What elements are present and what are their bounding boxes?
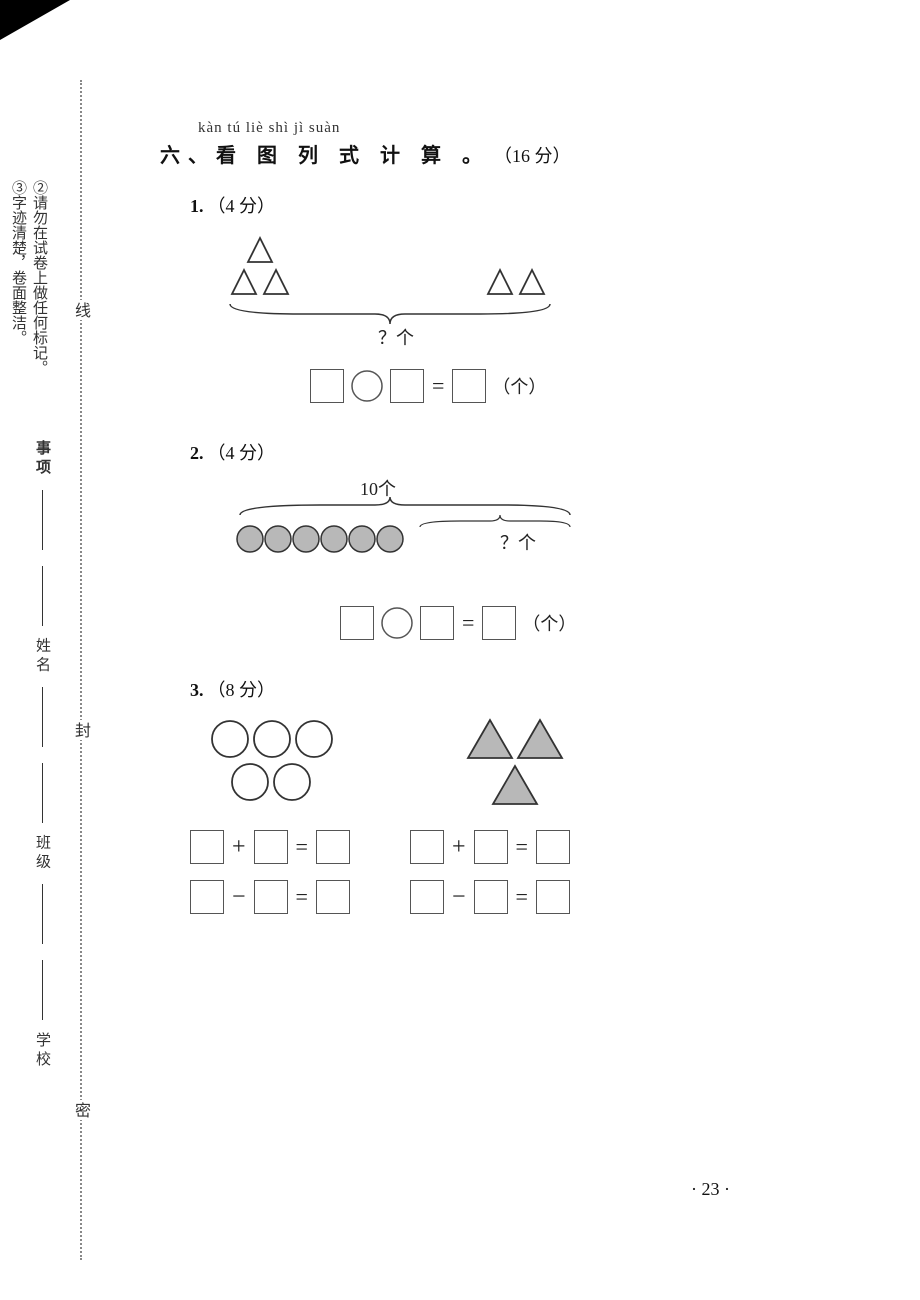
p3-points: （8 分） (208, 680, 276, 700)
p3-right-shapes (450, 714, 600, 814)
plus-sign: + (450, 834, 468, 861)
blank-circle[interactable] (350, 369, 384, 403)
section-header: 六、看 图 列 式 计 算 。 （16 分） (160, 139, 800, 168)
rule-2: ②请勿在试卷上做任何标记。 (31, 180, 47, 375)
p1-answer: = （个） (310, 369, 800, 403)
p3-eq-add-left: + = (190, 830, 350, 864)
p2-circles (237, 526, 403, 552)
p1-svg: ？个 (200, 230, 600, 350)
seal-mi: 密 (68, 1100, 92, 1120)
main-content: kàn tú liè shì jì suàn 六、看 图 列 式 计 算 。 （… (160, 120, 800, 914)
rule-3: ③字迹清楚，卷面整洁。 (10, 180, 26, 345)
blank-box[interactable] (340, 606, 374, 640)
blank-box[interactable] (410, 830, 444, 864)
p3-figure (200, 714, 800, 814)
p2-points: （4 分） (208, 443, 276, 463)
blank-box[interactable] (316, 880, 350, 914)
blank-box[interactable] (536, 830, 570, 864)
problem-1: 1. （4 分） ？个 = （个） (190, 192, 800, 403)
blank-box[interactable] (452, 369, 486, 403)
seal-dotted-line (80, 80, 82, 1260)
blank-box[interactable] (474, 830, 508, 864)
plus-sign: + (230, 834, 248, 861)
blank-box[interactable] (254, 830, 288, 864)
p2-figure: 10个 ？个 (200, 477, 800, 592)
section-points: （16 分） (494, 146, 571, 166)
blank-box[interactable] (410, 880, 444, 914)
sidebar: ②请勿在试卷上做任何标记。 ③字迹清楚，卷面整洁。 事项 姓名 班级 学校 (0, 80, 60, 1180)
equals-sign: = (514, 834, 530, 860)
blank-box[interactable] (536, 880, 570, 914)
equals-sign: = (460, 610, 476, 636)
blank-box[interactable] (190, 830, 224, 864)
p2-svg: 10个 ？个 (200, 477, 620, 587)
p2-question-label: ？个 (500, 533, 536, 553)
p1-label: 1. (190, 196, 204, 216)
page-number: · 23 · (691, 1179, 730, 1200)
p3-eq-sub-right: − = (410, 880, 570, 914)
equals-sign: = (294, 884, 310, 910)
minus-sign: − (450, 884, 468, 911)
p3-row-add: + = + = (190, 830, 800, 864)
equals-sign: = (514, 884, 530, 910)
p2-label: 2. (190, 443, 204, 463)
equals-sign: = (430, 373, 446, 399)
seal-feng: 封 (68, 720, 92, 740)
p1-question-label: ？个 (378, 328, 414, 348)
p2-unit: （个） (522, 610, 576, 636)
blank-box[interactable] (190, 880, 224, 914)
form-school-label: 学校 (34, 1032, 50, 1070)
blank-box[interactable] (310, 369, 344, 403)
section-pinyin: kàn tú liè shì jì suàn (198, 120, 800, 137)
page-corner (0, 0, 70, 40)
form-class-label: 班级 (34, 835, 50, 873)
problem-2: 2. （4 分） 10个 ？个 (190, 439, 800, 640)
p2-answer: = （个） (340, 606, 800, 640)
sidebar-heading: 事项 (34, 440, 50, 478)
blank-box[interactable] (316, 830, 350, 864)
p1-figure: ？个 (200, 230, 800, 355)
seal-xian: 线 (68, 300, 92, 320)
p3-label: 3. (190, 680, 204, 700)
form-name-label: 姓名 (34, 637, 50, 675)
p1-unit: （个） (492, 373, 546, 399)
p2-total-label: 10个 (360, 479, 396, 499)
section-title: 看 图 列 式 计 算 。 (216, 145, 490, 167)
blank-circle[interactable] (380, 606, 414, 640)
p3-row-sub: − = − = (190, 880, 800, 914)
p1-points: （4 分） (208, 196, 276, 216)
p3-eq-add-right: + = (410, 830, 570, 864)
p3-eq-sub-left: − = (190, 880, 350, 914)
blank-box[interactable] (474, 880, 508, 914)
rules-text: ②请勿在试卷上做任何标记。 ③字迹清楚，卷面整洁。 (8, 180, 50, 420)
p3-left-shapes (200, 714, 370, 814)
minus-sign: − (230, 884, 248, 911)
section-number: 六、 (160, 145, 216, 167)
form-fields: 事项 姓名 班级 学校 (32, 440, 53, 1160)
blank-box[interactable] (254, 880, 288, 914)
equals-sign: = (294, 834, 310, 860)
blank-box[interactable] (482, 606, 516, 640)
blank-box[interactable] (390, 369, 424, 403)
blank-box[interactable] (420, 606, 454, 640)
problem-3: 3. （8 分） + = (190, 676, 800, 914)
